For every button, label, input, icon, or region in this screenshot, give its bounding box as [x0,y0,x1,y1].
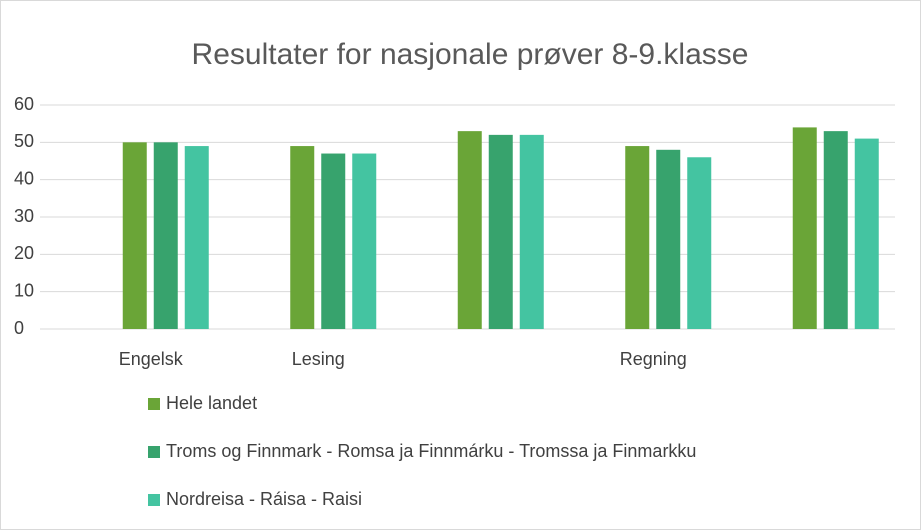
legend-swatch [148,446,160,458]
bar [488,134,513,329]
bar [519,134,544,329]
x-tick-label: Lesing [292,349,345,369]
bar [153,142,178,329]
y-tick-label: 30 [14,206,34,226]
bar [687,157,712,329]
legend-label: Hele landet [166,393,257,413]
chart-title: Resultater for nasjonale prøver 8-9.klas… [192,38,749,71]
bar [823,131,848,329]
y-tick-label: 10 [14,280,34,300]
x-tick-label: Regning [620,349,687,369]
y-tick-label: 20 [14,243,34,263]
bar [854,138,879,329]
bar [792,127,817,330]
y-tick-label: 50 [14,131,34,151]
bar [625,146,650,329]
bar [290,146,315,329]
x-tick-label: Engelsk [119,349,184,369]
bar [352,153,377,329]
bar [457,131,482,329]
y-tick-label: 60 [14,94,34,114]
y-tick-label: 40 [14,168,34,188]
legend-swatch [148,494,160,506]
bar [122,142,147,329]
bar [184,146,209,329]
bar [656,149,681,329]
y-tick-label: 0 [14,318,24,338]
bar [321,153,346,329]
legend-label: Nordreisa - Ráisa - Raisi [166,489,362,509]
legend-label: Troms og Finnmark - Romsa ja Finnmárku -… [166,441,696,461]
legend-swatch [148,398,160,410]
